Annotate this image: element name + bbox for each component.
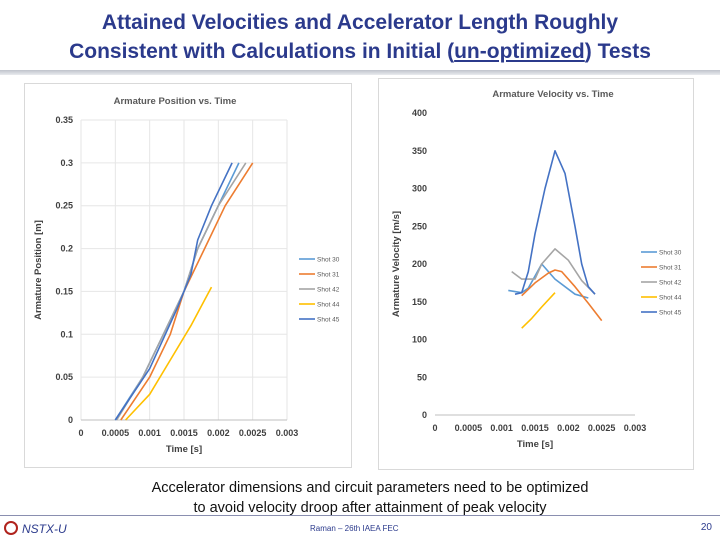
legend-label: Shot 31 <box>659 265 682 272</box>
series-line-shot-42 <box>511 248 596 295</box>
legend-label: Shot 42 <box>659 280 682 287</box>
series-line-shot-45 <box>514 150 596 295</box>
caption-line-2: to avoid velocity droop after attainment… <box>193 500 547 516</box>
y-tick-label: 150 <box>412 297 427 307</box>
x-tick-label: 0.0005 <box>455 423 483 433</box>
y-tick-label: 0.3 <box>60 158 73 168</box>
legend-label: Shot 45 <box>317 317 340 324</box>
chart-title: Armature Velocity vs. Time <box>492 89 613 100</box>
title-divider <box>0 70 720 75</box>
x-tick-label: 0.0025 <box>588 423 616 433</box>
position-chart-svg: Armature Position vs. Time 0 0.05 0.1 0.15 0.… <box>33 96 340 455</box>
x-tick-label: 0.0025 <box>239 428 267 438</box>
chart-title: Armature Position vs. Time <box>114 96 237 107</box>
y-axis-label: Armature Position [m] <box>33 220 44 320</box>
title-line-2-pre: Consistent with Calculations in Initial … <box>69 40 455 63</box>
page-number: 20 <box>700 522 712 533</box>
x-tick-label: 0 <box>432 423 437 433</box>
y-tick-label: 0.15 <box>55 286 73 296</box>
slide-title: Attained Velocities and Accelerator Leng… <box>0 8 720 66</box>
title-line-2-post: ) Tests <box>584 40 651 63</box>
footer-divider <box>0 515 720 516</box>
x-tick-label: 0.003 <box>276 428 299 438</box>
y-tick-label: 0 <box>68 415 73 425</box>
x-tick-label: 0.0015 <box>521 423 549 433</box>
y-tick-label: 0.35 <box>55 115 73 125</box>
footer-presenter: Raman – 26th IAEA FEC <box>310 524 399 533</box>
x-tick-label: 0.0015 <box>170 428 198 438</box>
series-line-shot-44 <box>125 286 213 421</box>
nstx-logo-icon <box>4 521 18 535</box>
y-tick-label: 100 <box>412 335 427 345</box>
x-tick-label: 0.002 <box>207 428 230 438</box>
legend-label: Shot 44 <box>317 302 340 309</box>
series-line-shot-31 <box>521 269 603 322</box>
legend-label: Shot 42 <box>317 287 340 294</box>
series-line-shot-44 <box>521 292 556 329</box>
legend-label: Shot 30 <box>317 257 340 264</box>
y-tick-label: 0 <box>422 410 427 420</box>
y-tick-label: 200 <box>412 259 427 269</box>
x-tick-label: 0.0005 <box>102 428 130 438</box>
y-tick-label: 0.05 <box>55 372 73 382</box>
legend-label: Shot 45 <box>659 310 682 317</box>
x-tick-label: 0.003 <box>624 423 647 433</box>
title-line-2: Consistent with Calculations in Initial … <box>0 37 720 66</box>
velocity-chart-svg: Armature Velocity vs. Time 0 50 100 150 200 25… <box>391 89 682 450</box>
title-line-1: Attained Velocities and Accelerator Leng… <box>101 11 619 34</box>
legend-label: Shot 30 <box>659 250 682 257</box>
position-chart: Armature Position vs. Time 0 0.05 0.1 0.15 0.… <box>24 83 352 468</box>
legend-label: Shot 31 <box>317 272 340 279</box>
y-tick-label: 300 <box>412 184 427 194</box>
y-tick-label: 0.1 <box>60 329 73 339</box>
y-tick-label: 50 <box>417 372 427 382</box>
y-tick-label: 400 <box>412 108 427 118</box>
x-tick-label: 0.001 <box>138 428 161 438</box>
legend-label: Shot 44 <box>659 295 682 302</box>
x-axis-label: Time [s] <box>166 444 202 455</box>
y-tick-label: 350 <box>412 146 427 156</box>
x-tick-label: 0.001 <box>490 423 513 433</box>
slide-caption: Accelerator dimensions and circuit param… <box>60 478 680 518</box>
y-tick-label: 0.2 <box>60 244 73 254</box>
y-axis-label: Armature Velocity [m/s] <box>391 211 402 317</box>
x-tick-label: 0 <box>78 428 83 438</box>
velocity-chart: Armature Velocity vs. Time 0 50 100 150 200 25… <box>378 78 694 470</box>
x-axis-label: Time [s] <box>517 439 553 450</box>
x-tick-label: 0.002 <box>557 423 580 433</box>
title-underlined-word: un-optimized <box>454 40 585 63</box>
caption-line-1: Accelerator dimensions and circuit param… <box>151 480 589 496</box>
y-tick-label: 250 <box>412 221 427 231</box>
y-tick-label: 0.25 <box>55 201 73 211</box>
series-line-shot-45 <box>114 162 233 421</box>
footer-org: NSTX-U <box>22 522 67 536</box>
